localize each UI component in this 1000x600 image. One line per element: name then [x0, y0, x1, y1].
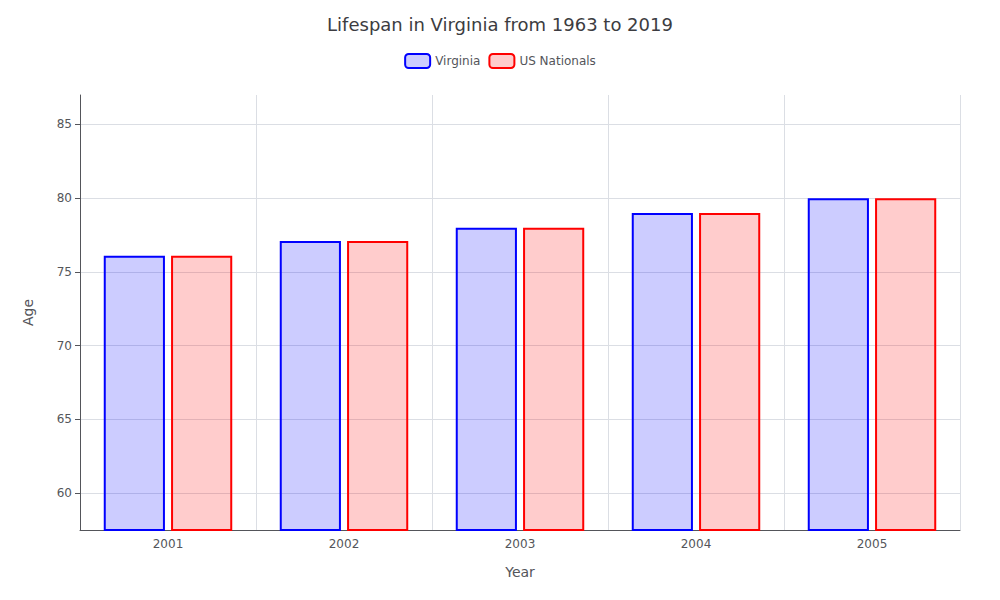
svg-text:80: 80	[57, 191, 72, 205]
svg-text:85: 85	[57, 117, 72, 131]
svg-text:2002: 2002	[329, 537, 360, 551]
svg-text:Lifespan in Virginia from 1963: Lifespan in Virginia from 1963 to 2019	[327, 14, 673, 35]
svg-text:Virginia: Virginia	[435, 54, 480, 68]
svg-text:65: 65	[57, 412, 72, 426]
svg-text:75: 75	[57, 265, 72, 279]
svg-text:2004: 2004	[681, 537, 712, 551]
svg-text:2001: 2001	[153, 537, 184, 551]
svg-text:Age: Age	[20, 299, 36, 326]
svg-text:Year: Year	[504, 564, 535, 580]
svg-text:60: 60	[57, 486, 72, 500]
svg-text:US Nationals: US Nationals	[519, 54, 595, 68]
svg-text:2003: 2003	[505, 537, 536, 551]
svg-text:2005: 2005	[857, 537, 888, 551]
svg-text:70: 70	[57, 339, 72, 353]
